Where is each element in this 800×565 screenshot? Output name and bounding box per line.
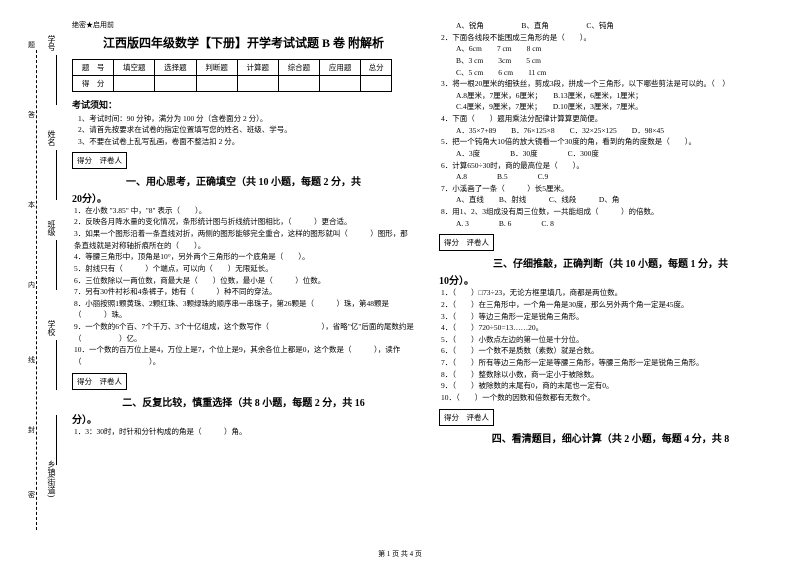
table-row: 题 号 填空题 选择题 判断题 计算题 综合题 应用题 总分 bbox=[73, 60, 392, 76]
notice-heading: 考试须知： bbox=[72, 98, 415, 111]
question: 3．将一根20厘米的细铁丝，剪成3段，拼成一个三角形，以下哪些剪法是可以的。（ … bbox=[441, 78, 782, 90]
question: 9．一个数的6个百、7个千万、3个十亿组成，这个数写作（ ），省略"亿"后面的尾… bbox=[74, 321, 415, 344]
fold-line bbox=[36, 50, 37, 530]
side-rule bbox=[56, 240, 57, 290]
question: 3．（ ）等边三角形一定是锐角三角形。 bbox=[441, 311, 782, 323]
table-row: 得 分 bbox=[73, 76, 392, 92]
seal-char: 封 bbox=[28, 425, 35, 435]
question: 9．（ ）被除数的末尾有0，商的末尾也一定有0。 bbox=[441, 380, 782, 392]
question: 3．如果一个图形沿着一条直线对折，两侧的图形能够完全重合，这样的图形就叫（ ）图… bbox=[74, 228, 415, 251]
option-line: A．3度 B．30度 C．300度 bbox=[441, 148, 782, 160]
question: 6．三位数除以一两位数，商最大是（ ）位数，最小是（ ）位数。 bbox=[74, 275, 415, 287]
option-line: A.8厘米，7厘米，6厘米； B.13厘米，6厘米，1厘米； bbox=[441, 90, 782, 102]
question: 5．射线只有（ ）个端点，可以向（ ）无限延长。 bbox=[74, 263, 415, 275]
score-marker-box: 得分 评卷人 bbox=[439, 234, 494, 251]
notice-line: 2、请首先按要求在试卷的指定位置填写您的姓名、班级、学号。 bbox=[78, 124, 415, 135]
section-1-title: 一、用心思考，正确填空（共 10 小题，每题 2 分，共 bbox=[72, 173, 415, 188]
option-line: C、5 cm 6 cm 11 cm bbox=[441, 67, 782, 79]
label-class: 班级 bbox=[46, 220, 57, 236]
question: 7．小溪画了一条（ ）长5厘米。 bbox=[441, 183, 782, 195]
question: 1．在小数 "3.85" 中，"8" 表示（ ）。 bbox=[74, 205, 415, 217]
notice-line: 3、不要在试卷上乱写乱画，卷面不整洁扣 2 分。 bbox=[78, 136, 415, 147]
score-table: 题 号 填空题 选择题 判断题 计算题 综合题 应用题 总分 得 分 bbox=[72, 59, 392, 92]
question: 6．计算650÷30时，商的最高位是（ ）。 bbox=[441, 160, 782, 172]
notice-line: 1、考试时间：90 分钟，满分为 100 分（含卷面分 2 分）。 bbox=[78, 113, 415, 124]
option-line: A、直线 B、射线 C、线段 D、角 bbox=[441, 194, 782, 206]
section-2-sub: 分）。 bbox=[72, 411, 415, 426]
option-line: A．35×7+89 B．76×125×8 C．32×25×125 D．98×45 bbox=[441, 125, 782, 137]
question: 1．3：30时，时针和分针构成的角是（ ）角。 bbox=[74, 426, 415, 438]
section-3-sub: 10分）。 bbox=[439, 272, 782, 287]
page-footer: 第 1 页 共 4 页 bbox=[0, 549, 800, 559]
option-line: C.4厘米，9厘米，7厘米； D.10厘米，3厘米，7厘米。 bbox=[441, 101, 782, 113]
th: 总分 bbox=[361, 60, 392, 76]
seal-char: 本 bbox=[28, 200, 35, 210]
th: 应用题 bbox=[320, 60, 361, 76]
exam-title: 江西版四年级数学【下册】开学考试试题 B 卷 附解析 bbox=[72, 34, 415, 51]
th: 选择题 bbox=[155, 60, 196, 76]
th: 综合题 bbox=[278, 60, 319, 76]
left-column: 绝密★启用前 江西版四年级数学【下册】开学考试试题 B 卷 附解析 题 号 填空… bbox=[72, 20, 415, 447]
question: 2．（ ）在三角形中，一个角一角是30度，那么另外两个角一定是45度。 bbox=[441, 299, 782, 311]
td bbox=[320, 76, 361, 92]
question: 2．下面各线段不能围成三角形的是（ ）。 bbox=[441, 32, 782, 44]
label-town: 乡镇(街道) bbox=[46, 460, 57, 497]
td: 得 分 bbox=[73, 76, 114, 92]
option-line: A、6cm 7 cm 8 cm bbox=[441, 43, 782, 55]
section-2-title: 二、反复比较，慎重选择（共 8 小题，每题 2 分，共 16 bbox=[72, 394, 415, 409]
th: 判断题 bbox=[196, 60, 237, 76]
right-column: A、锐角 B、直角 C、钝角 2．下面各线段不能围成三角形的是（ ）。 A、6c… bbox=[439, 20, 782, 447]
option-line: B、3 cm 3cm 5 cm bbox=[441, 55, 782, 67]
question: 7．（ ）所有等边三角形一定是等腰三角形，等腰三角形一定是锐角三角形。 bbox=[441, 357, 782, 369]
td bbox=[361, 76, 392, 92]
exam-page: 学号 姓名 班级 学校 乡镇(街道) 题 答 本 内 线 封 密 绝密★启用前 … bbox=[0, 0, 800, 565]
content-columns: 绝密★启用前 江西版四年级数学【下册】开学考试试题 B 卷 附解析 题 号 填空… bbox=[72, 20, 782, 447]
seal-char: 答 bbox=[28, 110, 35, 120]
seal-char: 题 bbox=[28, 40, 35, 50]
th: 填空题 bbox=[114, 60, 155, 76]
td bbox=[237, 76, 278, 92]
seal-char: 内 bbox=[28, 280, 35, 290]
question: 5．把一个钝角大10倍的放大镜看一个30度的角，看到的角的度数是（ ）。 bbox=[441, 136, 782, 148]
question: 8．（ ）整数除以小数，商一定小于被除数。 bbox=[441, 369, 782, 381]
score-marker-box: 得分 评卷人 bbox=[72, 152, 127, 169]
option-line: A. 3 B. 6 C. 8 bbox=[441, 218, 782, 230]
seal-char: 密 bbox=[28, 490, 35, 500]
secrecy-label: 绝密★启用前 bbox=[72, 20, 415, 30]
score-marker-box: 得分 评卷人 bbox=[72, 373, 127, 390]
section-4-title: 四、看清题目，细心计算（共 2 小题，每题 4 分，共 8 bbox=[439, 430, 782, 445]
side-rule bbox=[56, 340, 57, 390]
td bbox=[155, 76, 196, 92]
question: 1．（ ）□73÷23，无论方框里填几，商都是两位数。 bbox=[441, 287, 782, 299]
question: 2．反映各月降水量的变化情况，条形统计图与折线统计图相比，（ ）更合适。 bbox=[74, 216, 415, 228]
score-marker-box: 得分 评卷人 bbox=[439, 409, 494, 426]
question: 6．（ ）一个数不是质数（素数）就是合数。 bbox=[441, 345, 782, 357]
option-line: A、锐角 B、直角 C、钝角 bbox=[441, 20, 782, 32]
question: 10．一个数的百万位上是4，万位上是7，个位上是9，其余各位上都是0，这个数是（… bbox=[74, 344, 415, 367]
td bbox=[114, 76, 155, 92]
label-id: 学号 bbox=[46, 35, 57, 51]
section-1-sub: 20分）。 bbox=[72, 190, 415, 205]
question: 4．等腰三角形中，顶角是10°，另外两个三角形的一个底角是（ ）。 bbox=[74, 251, 415, 263]
th: 题 号 bbox=[73, 60, 114, 76]
td bbox=[196, 76, 237, 92]
side-rule bbox=[56, 415, 57, 465]
side-rule bbox=[56, 150, 57, 200]
question: 7．另有30件衬衫和4条裤子，她有（ ）种不同的穿法。 bbox=[74, 286, 415, 298]
side-rule bbox=[56, 55, 57, 105]
question: 4．（ ）720÷50=13……20。 bbox=[441, 322, 782, 334]
td bbox=[278, 76, 319, 92]
question: 10．（ ）一个数的因数和倍数都有无数个。 bbox=[441, 392, 782, 404]
question: 4．下面（ ）题用乘法分配律计算算更简便。 bbox=[441, 113, 782, 125]
label-name: 姓名 bbox=[46, 130, 57, 146]
question: 8．小丽按照1颗黄珠、2颗红珠、3颗绿珠的顺序串一串珠子，第26颗是（ ）珠，第… bbox=[74, 298, 415, 321]
th: 计算题 bbox=[237, 60, 278, 76]
binding-margin: 学号 姓名 班级 学校 乡镇(街道) 题 答 本 内 线 封 密 bbox=[8, 20, 68, 540]
section-3-title: 三、仔细推敲，正确判断（共 10 小题，每题 1 分，共 bbox=[439, 255, 782, 270]
label-school: 学校 bbox=[46, 320, 57, 336]
question: 5．（ ）小数点左边的第一位是十分位。 bbox=[441, 334, 782, 346]
question: 8．用1、2、3组成没有周三位数，一共能组成（ ）的倍数。 bbox=[441, 206, 782, 218]
seal-char: 线 bbox=[28, 355, 35, 365]
option-line: A.8 B.5 C.9 bbox=[441, 171, 782, 183]
